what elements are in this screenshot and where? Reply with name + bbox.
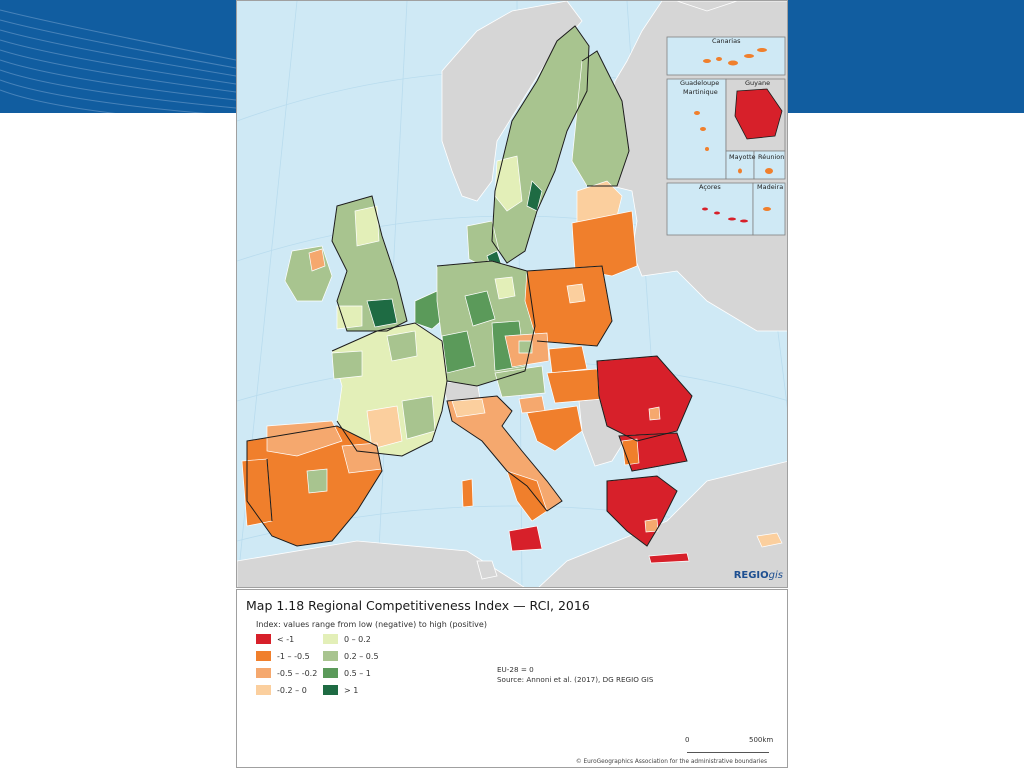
inset-label-canarias: Canarias	[712, 37, 741, 45]
region-ile-de-france	[386, 330, 418, 362]
inset-label-mayotte: Mayotte	[729, 153, 756, 161]
region-scotland	[354, 205, 380, 247]
region-warsaw	[566, 283, 586, 304]
regio-gis-logo: REGIOgis	[734, 570, 783, 581]
logo-main: REGIO	[733, 570, 769, 581]
legend-subtitle: Index: values range from low (negative) …	[256, 620, 487, 629]
legend-swatch	[323, 668, 338, 678]
region-hungary	[546, 368, 603, 404]
legend-label: -0.5 – -0.2	[277, 668, 318, 678]
legend-item: -0.2 – 0	[256, 684, 307, 696]
scale-bar-line	[687, 748, 769, 753]
legend-label: 0 – 0.2	[344, 634, 371, 644]
region-croatia	[526, 405, 583, 452]
legend-label: > 1	[344, 685, 359, 695]
legend-label: < -1	[277, 634, 295, 644]
region-sardinia	[461, 478, 474, 508]
region-catalonia	[341, 442, 383, 474]
region-slovenia	[518, 395, 546, 414]
region-france-south	[366, 405, 403, 450]
legend-swatch	[256, 634, 271, 644]
scale-unit: km	[762, 736, 774, 744]
region-attica	[644, 518, 659, 533]
eu-reference-note: EU-28 = 0	[497, 665, 534, 674]
country-borders	[246, 25, 693, 547]
inset-label-madeira: Madeira	[757, 183, 784, 191]
source-note: Source: Annoni et al. (2017), DG REGIO G…	[497, 675, 654, 684]
region-italy-south	[506, 470, 548, 522]
legend-item: 0 – 0.2	[323, 633, 371, 645]
iceland-edge	[676, 1, 738, 12]
region-bretagne	[331, 350, 363, 380]
scale-end-value: 500	[749, 736, 763, 744]
region-cornwall	[336, 305, 363, 330]
region-ireland	[284, 245, 333, 302]
eu-regions	[241, 25, 783, 564]
region-spain-north	[266, 420, 343, 457]
copyright-note: © EuroGeographics Association for the ad…	[575, 759, 767, 765]
region-rhone-alpes	[401, 395, 436, 440]
legend-item: < -1	[256, 633, 294, 645]
norway	[441, 1, 583, 202]
europe-rci-map: Canarias Guadeloupe Martinique Guyane Ma…	[236, 0, 788, 588]
legend-label: -1 – -0.5	[277, 651, 310, 661]
region-germany-east	[494, 276, 516, 300]
legend-item: 0.2 – 0.5	[323, 650, 379, 662]
legend-item: -1 – -0.5	[256, 650, 310, 662]
logo-suffix: gis	[768, 570, 783, 581]
scale-bar: 0 500km	[685, 736, 775, 756]
scale-end-label: 500km	[749, 736, 773, 744]
region-prague	[518, 340, 533, 354]
legend-swatch	[256, 651, 271, 661]
map-canvas	[237, 1, 787, 587]
inset-label-martinique: Martinique	[683, 88, 718, 96]
legend-swatch	[256, 685, 271, 695]
legend-swatch	[323, 651, 338, 661]
region-bucharest	[648, 406, 661, 421]
malta-area	[476, 560, 498, 580]
legend-panel: Map 1.18 Regional Competitiveness Index …	[236, 589, 788, 768]
legend-item: 0.5 – 1	[323, 667, 371, 679]
banner-wave-decoration	[0, 9, 236, 113]
region-london	[366, 298, 398, 328]
region-sofia	[621, 438, 640, 466]
north-africa	[237, 540, 525, 587]
region-lombardy	[451, 398, 486, 418]
region-ireland-border	[308, 248, 326, 272]
region-baden	[441, 330, 476, 374]
region-crete	[648, 552, 690, 564]
inset-label-guadeloupe: Guadeloupe	[680, 79, 720, 87]
outermost-regions-insets	[666, 36, 786, 236]
region-austria	[494, 365, 546, 398]
map-title: Map 1.18 Regional Competitiveness Index …	[246, 598, 590, 613]
region-slovakia	[548, 345, 588, 374]
legend-label: 0.5 – 1	[344, 668, 371, 678]
legend-swatch	[256, 668, 271, 678]
region-sicily	[508, 525, 543, 552]
region-cyprus	[756, 532, 783, 548]
scale-start-label: 0	[685, 736, 690, 744]
legend-item: > 1	[323, 684, 358, 696]
region-germany-central	[464, 290, 496, 327]
inset-label-reunion: Réunion	[758, 153, 785, 161]
legend-swatch	[323, 634, 338, 644]
region-latvia-lithuania	[571, 210, 638, 277]
legend-swatch	[323, 685, 338, 695]
region-madrid	[306, 468, 328, 494]
inset-label-acores: Açores	[699, 183, 721, 191]
inset-label-guyane: Guyane	[745, 79, 771, 87]
legend-label: 0.2 – 0.5	[344, 651, 379, 661]
legend-item: -0.5 – -0.2	[256, 667, 317, 679]
legend-label: -0.2 – 0	[277, 685, 307, 695]
